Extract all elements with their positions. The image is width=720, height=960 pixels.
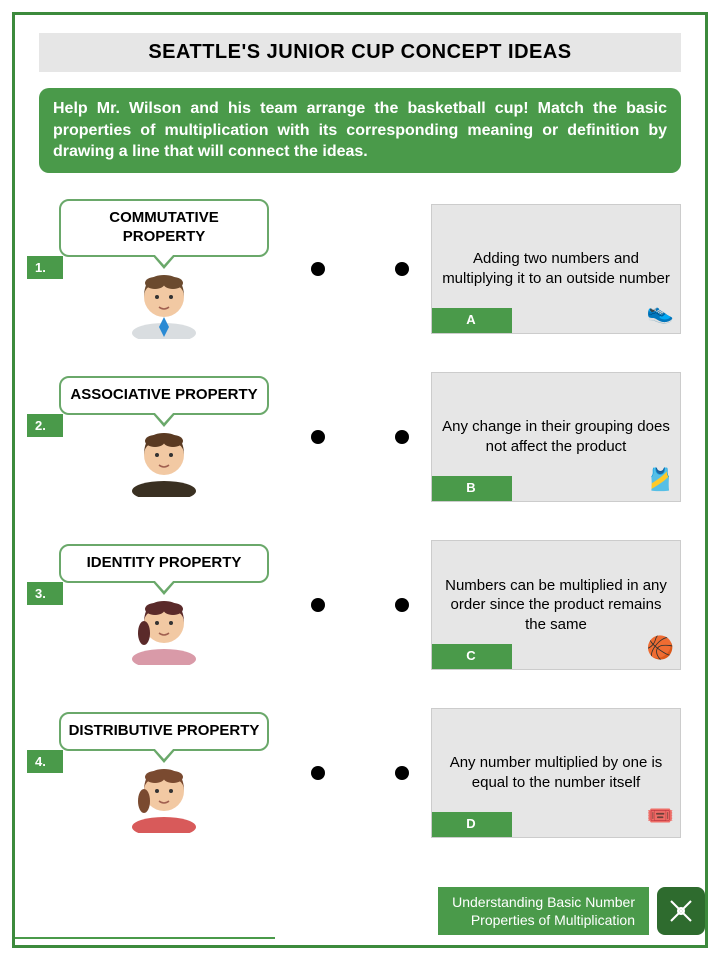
footer-rule [15,937,275,939]
left-dot[interactable] [311,598,325,612]
person-avatar [119,589,209,665]
left-dot[interactable] [311,430,325,444]
item-number: 2. [27,414,63,437]
footer-line2: Properties of Multiplication [471,912,635,928]
definition-letter: D [432,812,512,837]
connection-area[interactable] [289,262,431,276]
footer-text: Understanding Basic Number Properties of… [438,887,649,935]
property-column: 2. ASSOCIATIVE PROPERTY [39,376,289,497]
right-dot[interactable] [395,598,409,612]
definition-letter: B [432,476,512,501]
person-avatar [119,757,209,833]
definition-box: Any change in their grouping does not af… [431,372,681,502]
person-avatar [119,421,209,497]
definition-column: Any change in their grouping does not af… [431,372,681,502]
subject-icon [657,887,705,935]
item-number: 1. [27,256,63,279]
left-dot[interactable] [311,262,325,276]
property-column: 4. DISTRIBUTIVE PROPERTY [39,712,289,833]
right-dot[interactable] [395,766,409,780]
right-dot[interactable] [395,430,409,444]
definition-letter: C [432,644,512,669]
definition-column: Adding two numbers and multiplying it to… [431,204,681,334]
sport-icon: 🎟️ [647,802,674,831]
sport-icon: 🏀 [647,634,674,663]
sport-icon: 👟 [647,298,674,327]
match-row: 2. ASSOCIATIVE PROPERTY Any change in th… [39,361,681,513]
definition-column: Any number multiplied by one is equal to… [431,708,681,838]
property-column: 3. IDENTITY PROPERTY [39,544,289,665]
match-row: 1. COMMUTATIVE PROPERTY Adding two numbe… [39,193,681,345]
definition-box: Any number multiplied by one is equal to… [431,708,681,838]
property-column: 1. COMMUTATIVE PROPERTY [39,199,289,339]
footer-line1: Understanding Basic Number [452,894,635,910]
match-row: 3. IDENTITY PROPERTY Numbers can be mult… [39,529,681,681]
left-dot[interactable] [311,766,325,780]
connection-area[interactable] [289,766,431,780]
property-bubble: ASSOCIATIVE PROPERTY [59,376,269,415]
match-row: 4. DISTRIBUTIVE PROPERTY Any number mult… [39,697,681,849]
item-number: 3. [27,582,63,605]
definition-letter: A [432,308,512,333]
worksheet-frame: SEATTLE'S JUNIOR CUP CONCEPT IDEAS Help … [12,12,708,948]
connection-area[interactable] [289,598,431,612]
definition-box: Adding two numbers and multiplying it to… [431,204,681,334]
instructions-box: Help Mr. Wilson and his team arrange the… [39,88,681,173]
item-number: 4. [27,750,63,773]
sport-icon: 🎽 [647,466,674,495]
connection-area[interactable] [289,430,431,444]
right-dot[interactable] [395,262,409,276]
footer: Understanding Basic Number Properties of… [438,887,705,935]
definition-column: Numbers can be multiplied in any order s… [431,540,681,670]
matching-rows: 1. COMMUTATIVE PROPERTY Adding two numbe… [39,193,681,849]
page-title: SEATTLE'S JUNIOR CUP CONCEPT IDEAS [39,33,681,72]
property-bubble: COMMUTATIVE PROPERTY [59,199,269,257]
person-avatar [119,263,209,339]
property-bubble: DISTRIBUTIVE PROPERTY [59,712,269,751]
property-bubble: IDENTITY PROPERTY [59,544,269,583]
definition-box: Numbers can be multiplied in any order s… [431,540,681,670]
